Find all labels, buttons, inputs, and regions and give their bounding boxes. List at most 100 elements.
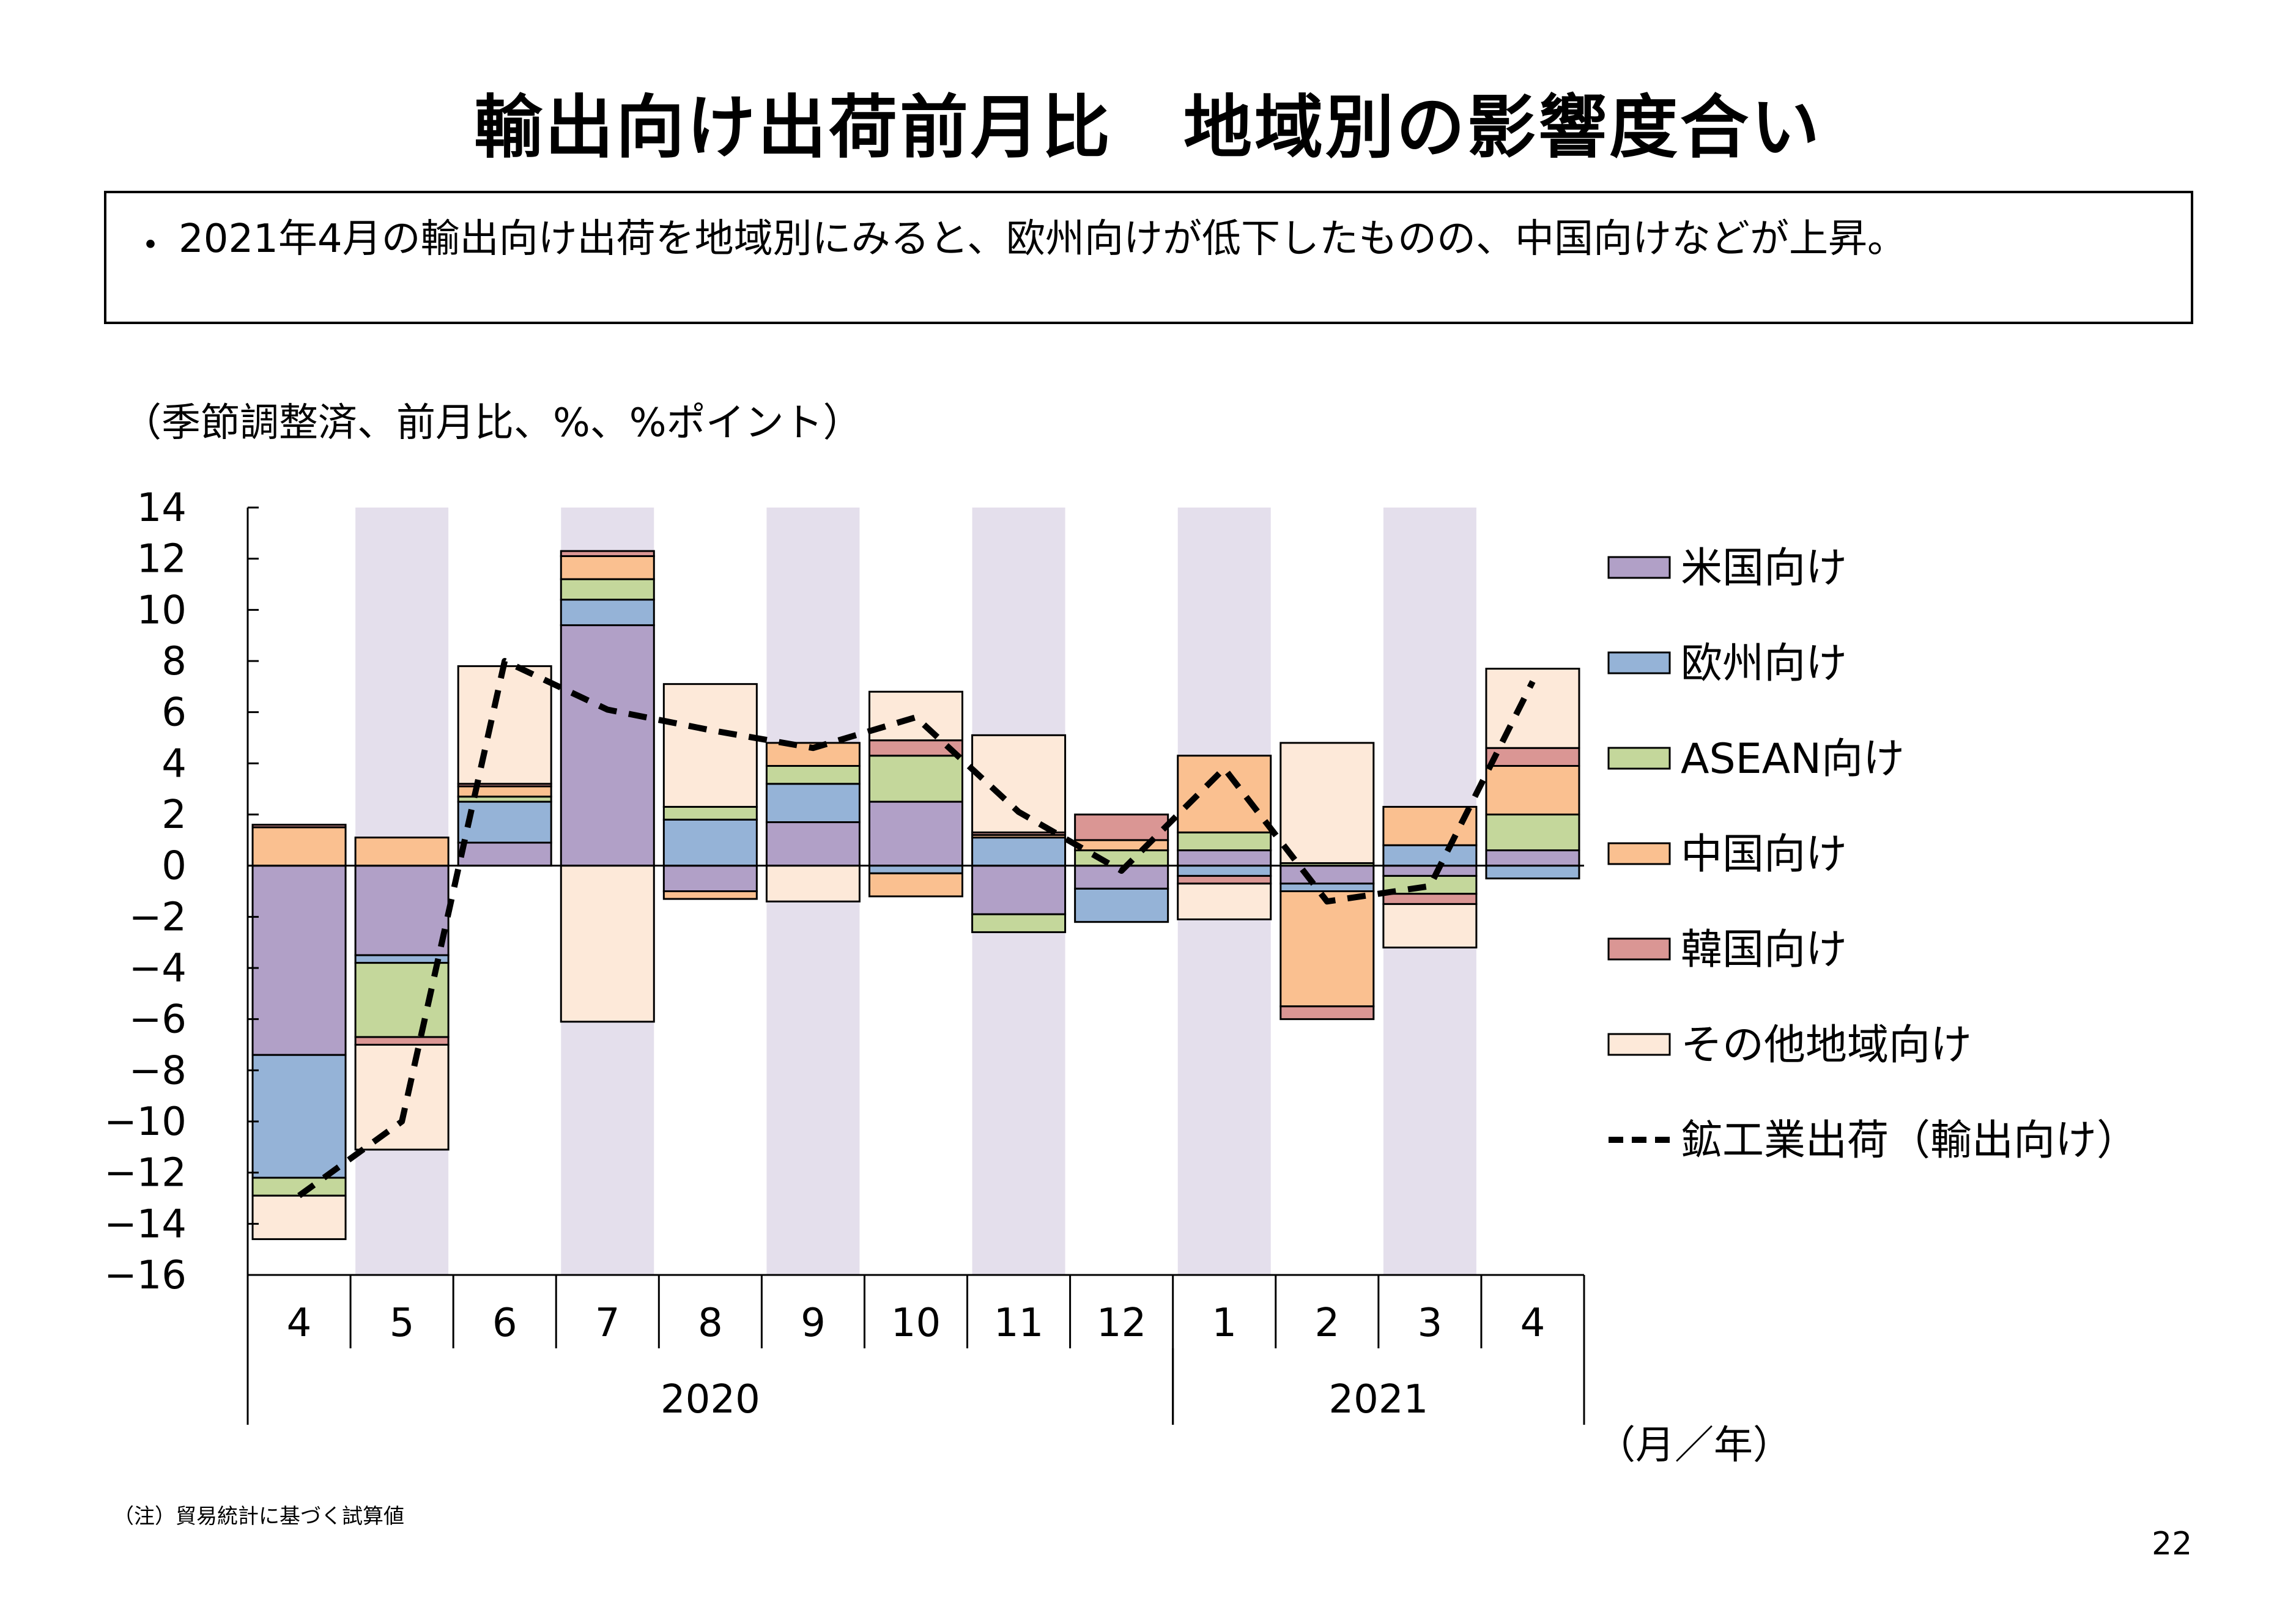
bar-segment [251, 1054, 347, 1179]
x-tick-label: 3 [1418, 1301, 1443, 1346]
footnote: （注）貿易統計に基づく試算値 [113, 1504, 404, 1529]
bar-segment [1382, 844, 1478, 867]
y-tick-label: 0 [161, 844, 187, 889]
x-tick-label: 4 [287, 1301, 312, 1346]
y-tick-label: −8 [129, 1048, 187, 1093]
bar-segment [1485, 765, 1580, 816]
legend-label: 欧州向け [1681, 640, 1847, 688]
bar-segment [560, 599, 655, 626]
bar-segment [1177, 831, 1272, 852]
bar-segment [765, 821, 861, 867]
legend-label: その他地域向け [1681, 1021, 1972, 1069]
bar-segment [1279, 742, 1375, 864]
bar-segment [251, 865, 347, 1056]
year-label: 2021 [1328, 1377, 1428, 1422]
page-number: 22 [2152, 1526, 2193, 1562]
y-tick-label: −2 [129, 895, 187, 940]
bar-segment [354, 837, 450, 867]
legend-label: 米国向け [1681, 544, 1847, 593]
bar-segment [560, 550, 655, 557]
bar-segment [868, 872, 963, 898]
bar-segment [1074, 849, 1169, 867]
page-title: 輸出向け出荷前月比 地域別の影響度合い [474, 88, 1822, 168]
y-tick-label: −16 [104, 1253, 187, 1298]
bar-segment [1279, 882, 1375, 892]
bar-segment [765, 765, 861, 785]
bar-segment [1279, 865, 1375, 885]
bar-segment [662, 865, 758, 892]
y-tick-label: 4 [161, 741, 187, 786]
x-tick-label: 11 [994, 1301, 1043, 1346]
bar-segment [662, 890, 758, 900]
bar-segment [971, 734, 1067, 833]
bar-segment [1177, 865, 1272, 877]
series-line [297, 658, 1536, 1199]
bar-segment [251, 1194, 347, 1240]
bar-segment [457, 800, 552, 844]
bar-segment [560, 865, 655, 1023]
bar-segment [251, 826, 347, 867]
bar-segment [1485, 849, 1580, 867]
y-tick-label: 6 [161, 690, 187, 736]
bar-segment [971, 865, 1067, 915]
legend-swatch [1607, 651, 1671, 674]
year-label: 2020 [661, 1377, 760, 1422]
legend-swatch [1607, 556, 1671, 579]
bar-segment [560, 624, 655, 867]
bar-segment [354, 1036, 450, 1046]
x-tick-label: 1 [1212, 1301, 1237, 1346]
bar-segment [1485, 747, 1580, 767]
bar-segment [765, 783, 861, 824]
legend-label: 韓国向け [1681, 926, 1847, 974]
bar-segment [868, 690, 963, 742]
bar-segment [1177, 755, 1272, 833]
bar-segment [457, 841, 552, 867]
bar-segment [1382, 874, 1478, 895]
y-tick-label: −14 [104, 1202, 187, 1247]
bar-segment [1279, 890, 1375, 1008]
bar-segment [354, 1044, 450, 1151]
x-tick-label: 10 [891, 1301, 941, 1346]
bar-segment [971, 837, 1067, 867]
bar-segment [765, 865, 861, 903]
line-series-path [297, 658, 1536, 1199]
axes [246, 506, 1585, 1425]
bar-segment [1279, 1005, 1375, 1021]
bar-segment [662, 805, 758, 821]
y-tick-label: 14 [137, 486, 187, 531]
bar-segment [560, 578, 655, 601]
legend-label: 中国向け [1681, 830, 1847, 879]
summary-text: 2021年4月の輸出向け出荷を地域別にみると、欧州向けが低下したものの、中国向け… [179, 216, 1907, 262]
bar-segment [868, 755, 963, 803]
legend-swatch [1607, 937, 1671, 961]
y-tick-label: 2 [161, 792, 187, 838]
bar-segment [1074, 887, 1169, 923]
bar-segment [457, 665, 552, 785]
x-tick-label: 2 [1314, 1301, 1339, 1346]
x-tick-label: 12 [1097, 1301, 1146, 1346]
x-tick-label: 4 [1520, 1301, 1546, 1346]
y-tick-label: −4 [129, 946, 187, 991]
bar-segment [1382, 903, 1478, 949]
bar-segment [1177, 882, 1272, 921]
bar-segment [868, 865, 963, 874]
y-tick-label: −10 [104, 1099, 187, 1145]
bar-segment [971, 913, 1067, 933]
bar-segment [1485, 668, 1580, 749]
bullet: ・ [131, 223, 170, 268]
bar-segment [662, 818, 758, 867]
bar-segment [1382, 805, 1478, 846]
x-tick-label: 9 [801, 1301, 826, 1346]
y-tick-label: −12 [104, 1151, 187, 1196]
legend-swatch [1607, 842, 1671, 865]
y-tick-label: 10 [137, 588, 187, 633]
bar-segment [354, 865, 450, 956]
y-tick-labels: 14 12 10 8 6 4 2 0 −2 −4 −6 −8 −10 −12 −14 −16 [104, 486, 187, 1298]
x-tick-label: 8 [698, 1301, 723, 1346]
bar-segment [1177, 849, 1272, 867]
bar-segment [251, 824, 347, 829]
legend-label: 鉱工業出荷（輸出向け） [1681, 1117, 2138, 1165]
